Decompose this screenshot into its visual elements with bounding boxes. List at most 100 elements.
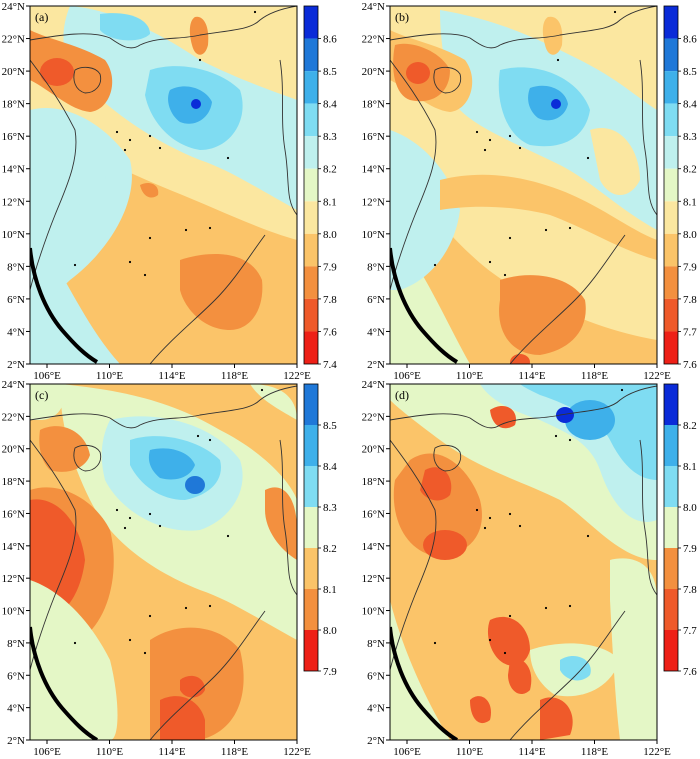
lon-tick-label-c: 118°E <box>221 746 248 758</box>
lat-tick-label-b: 6°N <box>367 294 385 306</box>
colorbar-label-a: 8.3 <box>323 131 337 143</box>
panel-d-map <box>390 384 657 740</box>
colorbar-label-a: 7.8 <box>323 294 337 306</box>
lat-tick-label-c: 20°N <box>2 444 25 456</box>
lat-tick-label-b: 14°N <box>362 164 385 176</box>
lat-tick-label-d: 2°N <box>367 735 385 747</box>
colorbar-label-c: 7.9 <box>323 666 337 678</box>
colorbar-label-b: 8.0 <box>683 229 697 241</box>
colorbar-swatch-a <box>304 331 318 364</box>
colorbar-label-a: 7.4 <box>323 359 337 371</box>
lat-tick-label-d: 22°N <box>362 411 385 423</box>
colorbar-swatch-a <box>304 38 318 72</box>
lat-tick-label-d: 24°N <box>362 379 385 391</box>
panel-a-label: (a) <box>35 10 48 24</box>
colorbar-frame-a <box>303 5 319 365</box>
colorbar-swatch-c <box>304 425 318 466</box>
colorbar-label-c: 8.0 <box>323 625 337 637</box>
colorbar-label-a: 8.4 <box>323 99 337 111</box>
panel-a: (a) <box>29 5 298 365</box>
lat-tick-label-d: 6°N <box>367 670 385 682</box>
lat-tick-label-b: 8°N <box>367 261 385 273</box>
lat-tick-label-a: 24°N <box>2 1 25 13</box>
colorbar-swatch-d <box>664 507 678 548</box>
colorbar-label-d: 7.9 <box>683 543 697 555</box>
lat-tick-label-c: 2°N <box>7 735 25 747</box>
colorbar-label-d: 7.7 <box>683 625 697 637</box>
lat-tick-label-a: 20°N <box>2 66 25 78</box>
colorbar-swatch-d <box>664 384 678 425</box>
lat-tick-label-c: 22°N <box>2 411 25 423</box>
lat-tick-label-d: 20°N <box>362 444 385 456</box>
colorbar-swatch-c <box>304 507 318 548</box>
panel-c-map <box>30 384 297 740</box>
lon-tick-label-c: 122°E <box>283 746 311 758</box>
colorbar-swatch-b <box>664 136 678 169</box>
colorbar-swatch-a <box>304 71 318 104</box>
colorbar-swatch-b <box>664 298 678 332</box>
colorbar-swatch-b <box>664 168 678 202</box>
colorbar-swatch-b <box>664 103 678 137</box>
lon-tick-label-c: 106°E <box>33 746 61 758</box>
colorbar-frame-d <box>663 383 679 672</box>
lat-tick-label-a: 22°N <box>2 34 25 46</box>
lat-tick-label-c: 24°N <box>2 379 25 391</box>
lat-tick-label-b: 4°N <box>367 326 385 338</box>
lon-tick-label-a: 110°E <box>96 370 123 382</box>
colorbar-label-d: 8.0 <box>683 502 697 514</box>
colorbar-swatch-a <box>304 168 318 202</box>
colorbar-label-b: 8.6 <box>683 34 697 46</box>
lon-tick-label-d: 118°E <box>581 746 608 758</box>
colorbar-swatch-b <box>664 233 678 267</box>
colorbar-swatch-a <box>304 201 318 234</box>
lat-tick-label-d: 12°N <box>362 573 385 585</box>
colorbar-label-a: 8.5 <box>323 66 337 78</box>
colorbar-swatch-c <box>304 384 318 425</box>
colorbar-swatch-a <box>304 233 318 267</box>
lon-tick-label-a: 122°E <box>283 370 311 382</box>
colorbar-label-a: 8.0 <box>323 229 337 241</box>
colorbar-label-a: 8.2 <box>323 164 337 176</box>
colorbar-swatch-c <box>304 548 318 589</box>
colorbar-label-a: 7.6 <box>323 326 337 338</box>
colorbar-swatch-d <box>664 425 678 466</box>
colorbar-swatch-b <box>664 331 678 364</box>
lat-tick-label-a: 16°N <box>2 131 25 143</box>
colorbar-label-b: 8.1 <box>683 196 697 208</box>
lon-tick-label-b: 114°E <box>518 370 545 382</box>
lat-tick-label-c: 6°N <box>7 670 25 682</box>
colorbar-label-d: 7.6 <box>683 666 697 678</box>
lat-tick-label-c: 4°N <box>7 703 25 715</box>
colorbar-swatch-b <box>664 266 678 299</box>
lon-tick-label-b: 110°E <box>456 370 483 382</box>
lat-tick-label-d: 18°N <box>362 476 385 488</box>
colorbar-label-b: 8.4 <box>683 99 697 111</box>
panel-b: (b) <box>389 5 658 365</box>
lat-tick-label-d: 14°N <box>362 541 385 553</box>
panel-a-map <box>30 6 297 364</box>
lon-tick-label-a: 118°E <box>221 370 248 382</box>
panel-c-label: (c) <box>35 388 48 402</box>
lat-tick-label-a: 10°N <box>2 229 25 241</box>
lat-tick-label-c: 16°N <box>2 508 25 520</box>
lat-tick-label-b: 12°N <box>362 196 385 208</box>
colorbar-swatch-d <box>664 466 678 507</box>
axes-layer: 2°N 4°N 6°N 8°N 10°N 12°N 14°N 16°N 18°N 20°N 22°N… <box>2 1 671 758</box>
lat-tick-label-c: 10°N <box>2 606 25 618</box>
panel-d-label: (d) <box>395 388 409 402</box>
lon-tick-label-a: 106°E <box>33 370 61 382</box>
colorbar-label-b: 7.8 <box>683 294 697 306</box>
lat-tick-label-b: 18°N <box>362 99 385 111</box>
lat-tick-label-d: 8°N <box>367 638 385 650</box>
lat-tick-label-a: 8°N <box>7 261 25 273</box>
lat-tick-label-b: 24°N <box>362 1 385 13</box>
colorbar-swatch-d <box>664 589 678 630</box>
colorbar-swatch-d <box>664 630 678 671</box>
colorbar-swatch-a <box>304 103 318 137</box>
lon-tick-label-c: 114°E <box>158 746 185 758</box>
panel-c: (c) <box>29 383 298 741</box>
lat-tick-label-b: 2°N <box>367 359 385 371</box>
lon-tick-label-a: 114°E <box>158 370 185 382</box>
lon-tick-label-b: 118°E <box>581 370 608 382</box>
